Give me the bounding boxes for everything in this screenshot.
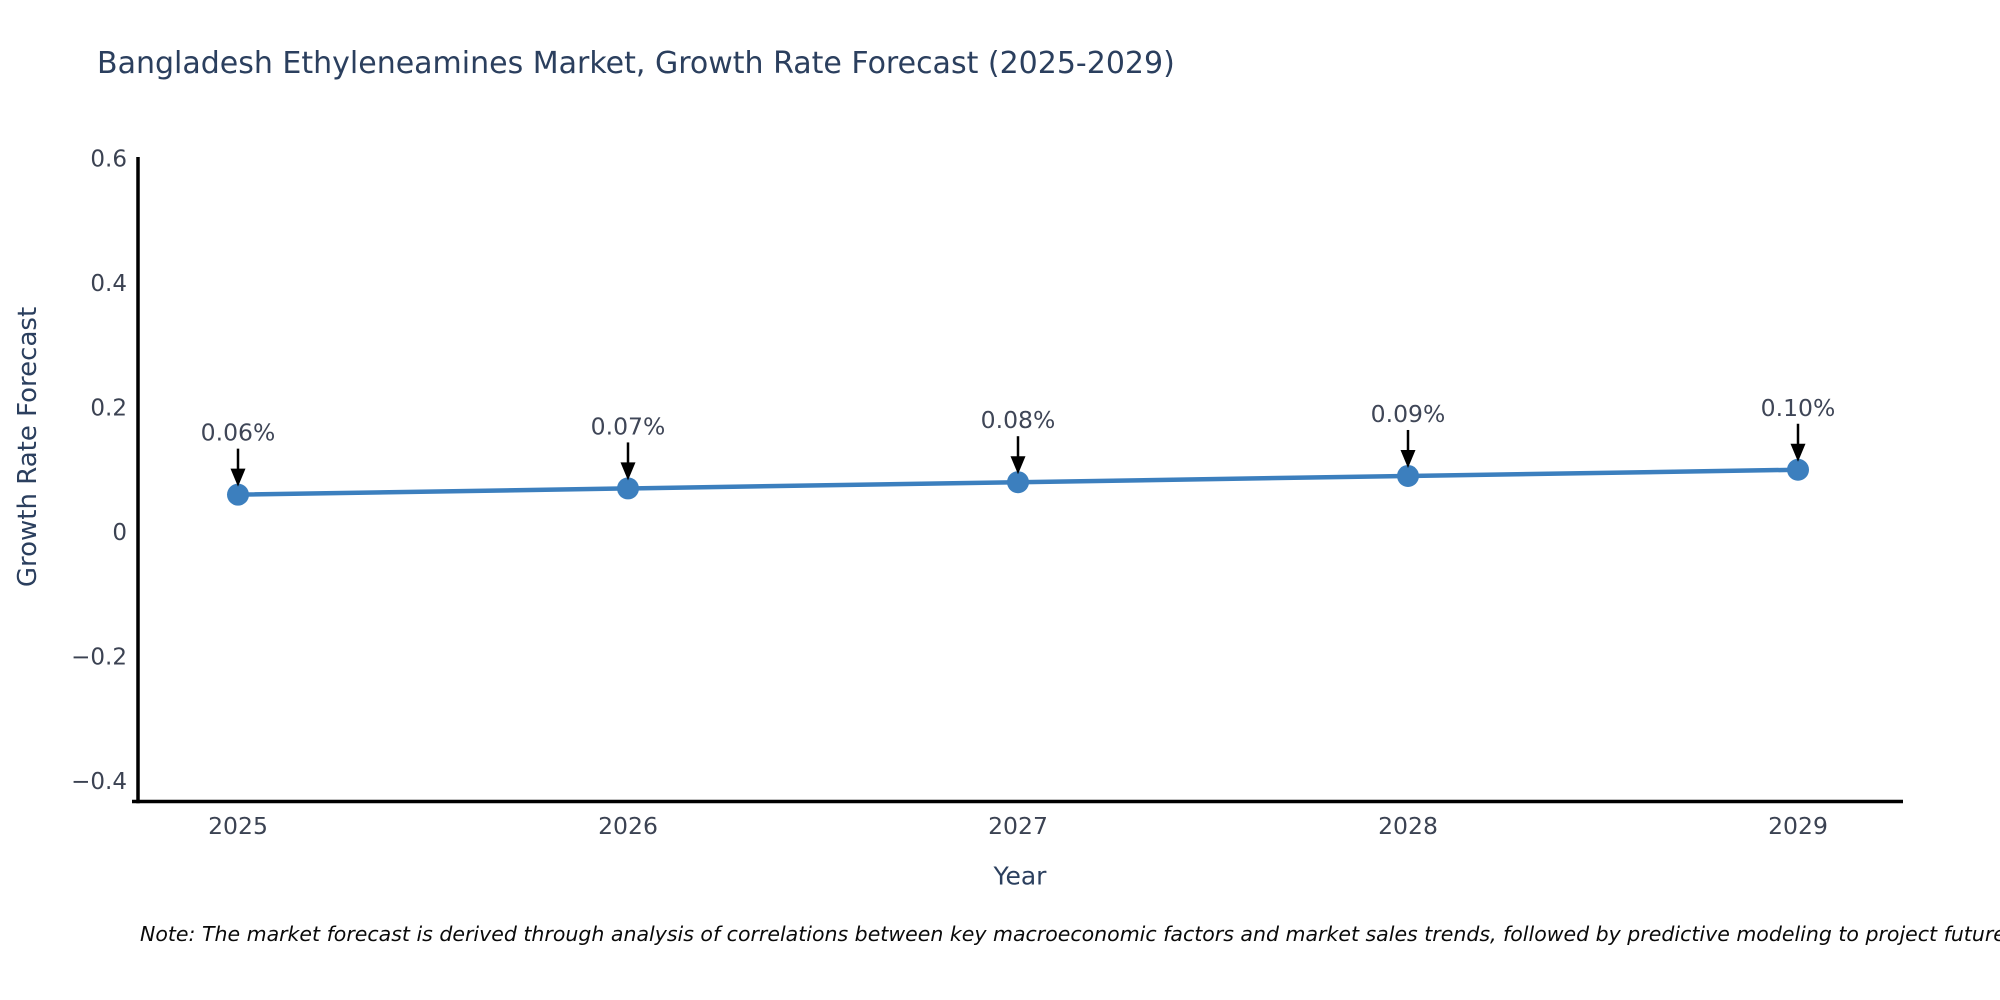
data-point-marker xyxy=(227,483,249,506)
annotation-arrowhead-icon xyxy=(1790,443,1806,462)
chart-title: Bangladesh Ethyleneamines Market, Growth… xyxy=(97,46,1175,81)
y-tick-label: −0.2 xyxy=(71,645,127,671)
x-tick-label: 2026 xyxy=(598,812,658,840)
x-axis-title: Year xyxy=(993,861,1047,891)
data-point-marker xyxy=(1787,458,1809,481)
x-tick-label: 2025 xyxy=(208,812,268,840)
x-tick-label: 2028 xyxy=(1378,812,1438,840)
annotation-arrowhead-icon xyxy=(1400,449,1416,468)
chart-note: Note: The market forecast is derived thr… xyxy=(140,922,2000,946)
data-point-marker xyxy=(1397,464,1419,487)
point-annotation-label: 0.07% xyxy=(591,412,666,440)
x-tick-label: 2029 xyxy=(1768,812,1828,840)
x-tick-label: 2027 xyxy=(988,812,1048,840)
point-annotation-label: 0.08% xyxy=(981,406,1056,434)
y-tick-label: 0 xyxy=(112,520,127,546)
data-point-marker xyxy=(617,477,639,500)
point-annotation-label: 0.09% xyxy=(1371,400,1446,428)
data-point-marker xyxy=(1007,471,1029,494)
y-tick-label: 0.6 xyxy=(90,147,127,173)
y-tick-label: −0.4 xyxy=(71,769,127,795)
annotation-arrowhead-icon xyxy=(1010,456,1026,475)
point-annotation-label: 0.06% xyxy=(201,419,276,447)
y-tick-label: 0.2 xyxy=(90,396,127,422)
y-tick-label: 0.4 xyxy=(90,271,127,297)
annotation-arrowhead-icon xyxy=(230,468,246,487)
annotation-arrowhead-icon xyxy=(620,462,636,481)
point-annotation-label: 0.10% xyxy=(1761,394,1836,422)
